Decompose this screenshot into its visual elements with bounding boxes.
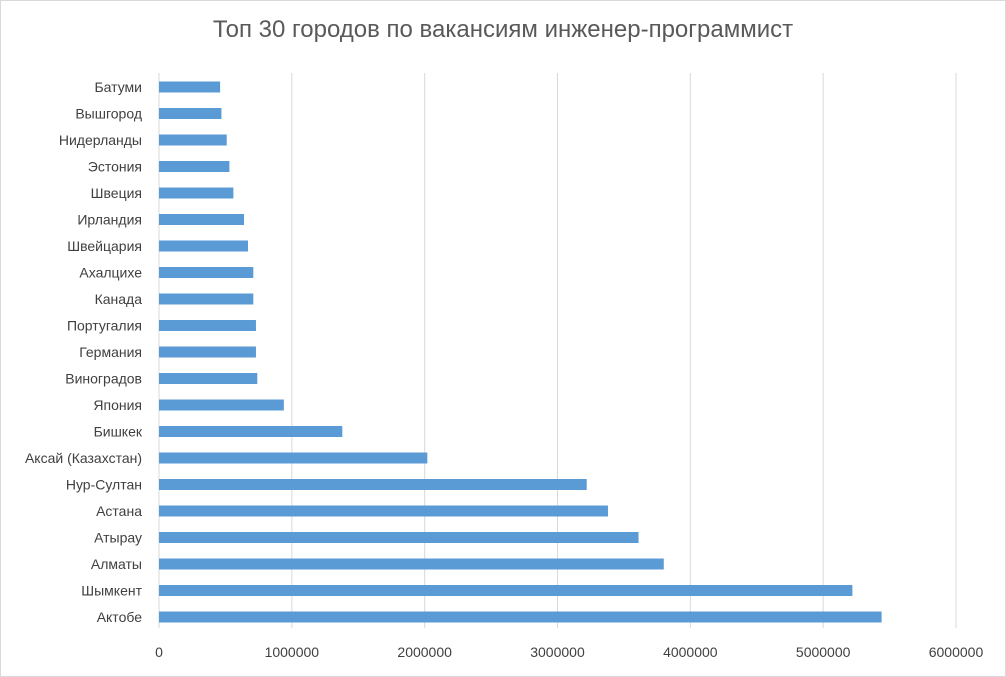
bar [159,187,234,199]
bar [159,161,230,172]
category-label: Ирландия [77,212,142,228]
x-tick-label: 1000000 [265,644,320,660]
bar [159,108,222,119]
bar [159,320,256,331]
bar [159,479,587,490]
bar [159,611,882,623]
category-label: Вышгород [75,106,142,122]
x-tick-label: 5000000 [796,644,851,660]
bar [159,399,284,411]
category-label: Ахалцихе [79,265,142,281]
category-label: Актобе [97,609,143,625]
category-label: Астана [96,503,142,519]
category-label: Батуми [94,79,142,95]
category-label: Аксай (Казахстан) [25,450,142,466]
bar [159,346,256,358]
category-label: Эстония [88,159,142,175]
chart-title: Топ 30 городов по вакансиям инженер-прог… [212,16,794,43]
bar [159,558,664,570]
category-label: Нур-Султан [66,477,142,493]
bar [159,585,853,596]
bar [159,373,258,384]
category-label: Германия [79,344,142,360]
x-tick-label: 2000000 [397,644,452,660]
x-tick-label: 6000000 [929,644,984,660]
category-label: Атырау [94,530,142,546]
category-label: Швейцария [67,238,142,254]
bar [159,426,343,437]
bar [159,505,608,517]
category-label: Нидерланды [59,132,142,148]
bar [159,214,245,225]
x-tick-label: 3000000 [530,644,585,660]
x-tick-label: 0 [155,644,163,660]
category-label: Алматы [91,556,142,572]
category-label: Канада [95,291,143,307]
bar [159,293,254,305]
bar [159,81,221,93]
bar [159,532,639,543]
category-label: Виноградов [65,371,142,387]
bar [159,452,428,464]
bar [159,134,227,146]
category-label: Швеция [91,185,142,201]
category-label: Португалия [67,318,142,334]
bar [159,267,254,278]
category-label: Шымкент [81,583,142,599]
category-label: Япония [93,397,142,413]
category-label: Бишкек [94,424,143,440]
x-tick-label: 4000000 [663,644,718,660]
bar [159,240,248,252]
